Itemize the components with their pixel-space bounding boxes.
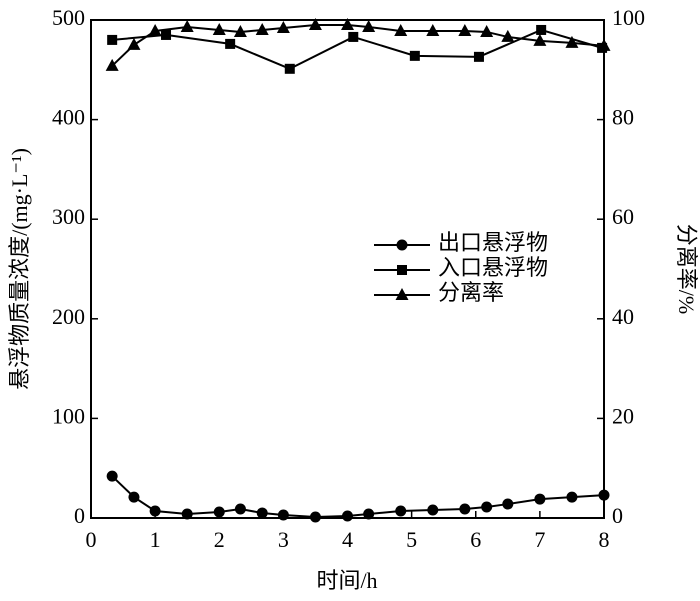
y-tick-label: 100 bbox=[52, 403, 85, 428]
marker bbox=[161, 29, 172, 40]
marker bbox=[409, 50, 420, 61]
y-axis-label: 悬浮物质量浓度/(mg·L⁻¹) bbox=[7, 148, 32, 390]
marker bbox=[284, 63, 295, 74]
y-tick-label: 400 bbox=[52, 105, 85, 130]
marker bbox=[212, 22, 226, 35]
legend-marker bbox=[397, 265, 407, 275]
marker bbox=[128, 491, 140, 503]
marker bbox=[148, 23, 162, 36]
marker bbox=[363, 508, 375, 520]
legend-marker bbox=[396, 239, 408, 251]
marker bbox=[597, 38, 611, 51]
y2-tick-label: 100 bbox=[612, 5, 645, 30]
marker bbox=[533, 33, 547, 46]
marker bbox=[536, 24, 547, 35]
y-tick-label: 200 bbox=[52, 304, 85, 329]
marker bbox=[213, 506, 225, 518]
y2-axis-label: 分离率/% bbox=[674, 224, 699, 314]
marker bbox=[309, 511, 321, 523]
marker bbox=[501, 29, 515, 42]
marker bbox=[256, 507, 268, 519]
legend-marker bbox=[395, 288, 409, 300]
marker bbox=[234, 503, 246, 515]
y-tick-label: 0 bbox=[74, 503, 85, 528]
y2-tick-label: 80 bbox=[612, 105, 634, 130]
x-tick-label: 5 bbox=[406, 527, 417, 552]
marker bbox=[225, 38, 236, 49]
x-tick-label: 4 bbox=[342, 527, 353, 552]
y-tick-label: 300 bbox=[52, 204, 85, 229]
x-tick-label: 3 bbox=[278, 527, 289, 552]
marker bbox=[362, 19, 376, 32]
marker bbox=[426, 23, 440, 36]
marker bbox=[181, 508, 193, 520]
marker bbox=[127, 37, 141, 50]
x-tick-label: 7 bbox=[534, 527, 545, 552]
marker bbox=[342, 510, 353, 522]
marker bbox=[276, 20, 290, 33]
x-tick-label: 8 bbox=[599, 527, 610, 552]
marker bbox=[308, 17, 322, 30]
marker bbox=[107, 34, 118, 45]
y-tick-label: 500 bbox=[52, 5, 85, 30]
marker bbox=[106, 470, 118, 482]
marker bbox=[459, 503, 471, 515]
marker bbox=[502, 498, 514, 510]
y2-tick-label: 40 bbox=[612, 304, 634, 329]
marker bbox=[481, 501, 493, 513]
marker bbox=[427, 504, 439, 516]
x-tick-label: 1 bbox=[150, 527, 161, 552]
y2-tick-label: 60 bbox=[612, 204, 634, 229]
y2-tick-label: 20 bbox=[612, 403, 634, 428]
x-tick-label: 2 bbox=[214, 527, 225, 552]
marker bbox=[105, 58, 119, 71]
y2-tick-label: 0 bbox=[612, 503, 623, 528]
marker bbox=[565, 35, 579, 48]
marker bbox=[480, 24, 494, 37]
marker bbox=[458, 23, 472, 36]
x-tick-label: 6 bbox=[470, 527, 481, 552]
legend-label: 分离率 bbox=[438, 280, 504, 305]
marker bbox=[394, 23, 408, 36]
marker bbox=[341, 17, 354, 30]
marker bbox=[566, 491, 578, 503]
legend-label: 入口悬浮物 bbox=[438, 255, 548, 280]
marker bbox=[277, 509, 289, 521]
marker bbox=[255, 22, 269, 35]
marker bbox=[348, 31, 359, 42]
marker bbox=[534, 493, 546, 505]
marker bbox=[149, 505, 161, 517]
marker bbox=[473, 51, 484, 62]
x-tick-label: 0 bbox=[86, 527, 97, 552]
marker bbox=[180, 19, 194, 32]
marker bbox=[233, 24, 247, 37]
legend-label: 出口悬浮物 bbox=[438, 230, 548, 255]
x-axis-label: 时间/h bbox=[316, 568, 377, 593]
marker bbox=[598, 489, 610, 501]
marker bbox=[395, 505, 407, 517]
